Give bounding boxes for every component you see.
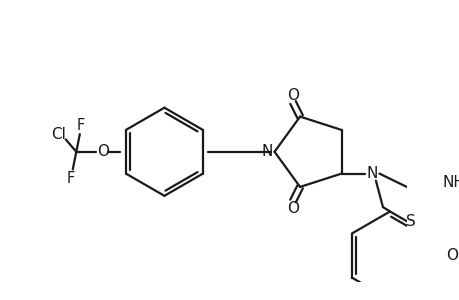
Text: Cl: Cl	[51, 127, 66, 142]
Text: S: S	[405, 214, 415, 229]
Text: N: N	[261, 144, 273, 159]
Text: O: O	[286, 201, 298, 216]
Text: F: F	[67, 171, 75, 186]
Text: O: O	[445, 248, 457, 263]
Text: O: O	[96, 144, 108, 159]
Text: O: O	[286, 88, 298, 103]
Text: NH: NH	[442, 175, 459, 190]
Text: F: F	[76, 118, 84, 133]
Text: N: N	[366, 166, 377, 181]
